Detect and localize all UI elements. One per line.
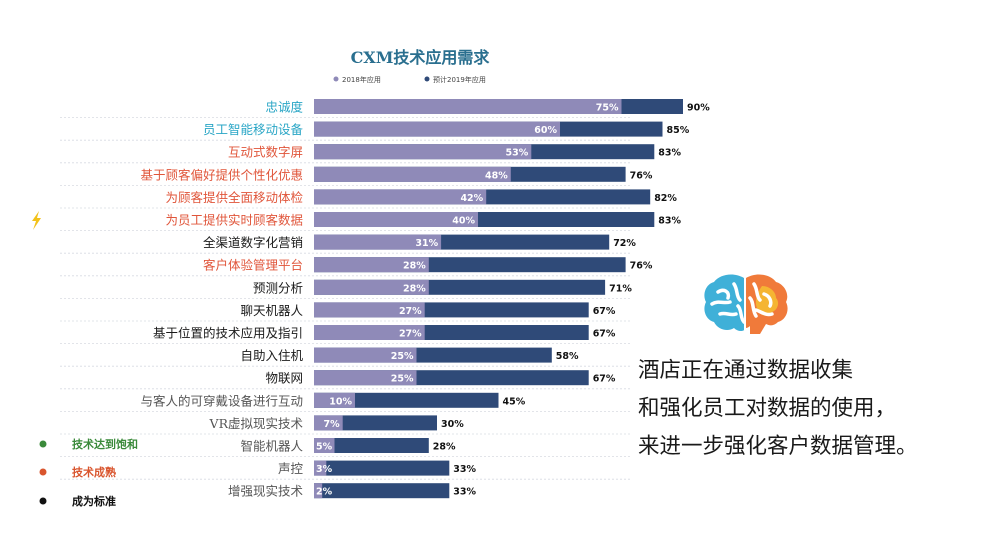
status-dot-saturated [39,440,47,448]
value-label-2018: 3% [316,464,333,475]
category-label: VR虚拟现实技术 [209,416,304,431]
bar-2018 [314,166,511,182]
value-label-2019: 45% [503,396,526,407]
bar-2019 [314,415,437,431]
value-label-2018: 60% [534,125,557,136]
value-label-2019: 58% [556,351,579,362]
value-label-2018: 25% [391,374,414,385]
bar-2018 [314,325,425,340]
value-label-2019: 33% [453,487,476,498]
value-label-2019: 67% [593,306,616,317]
bar-2018 [314,438,335,453]
value-label-2018: 5% [316,442,333,453]
chart-title: CXM技术应用需求 [351,48,491,67]
bar-2018 [314,257,429,273]
legend-marker-2018 [333,76,339,82]
bar-2018 [314,370,417,386]
value-label-2018: 27% [399,329,422,340]
bar-2019 [314,483,450,499]
category-label: 基于顾客偏好提供个性化优惠 [140,167,303,182]
value-label-2018: 28% [403,283,426,294]
value-label-2018: 40% [452,216,475,227]
caption-line-1: 酒店正在通过数据收集 [638,358,854,383]
bar-2018 [314,279,429,295]
status-label-mature: 技术成熟 [72,465,116,479]
bar-2018 [314,347,417,363]
value-label-2018: 27% [399,306,422,317]
value-label-2019: 83% [658,148,681,159]
legend-marker-2019 [424,76,430,82]
value-label-2018: 2% [316,487,333,498]
category-label: 客户体验管理平台 [203,258,303,273]
caption-line-3: 来进一步强化客户数据管理。 [638,434,918,459]
value-label-2019: 71% [609,283,632,294]
category-label: 智能机器人 [240,439,303,454]
value-label-2019: 76% [630,170,653,181]
bar-2018 [314,460,327,476]
value-label-2019: 28% [433,442,456,453]
category-label: 员工智能移动设备 [203,122,304,137]
legend-label-2018: 2018年应用 [342,75,381,84]
category-label: 为顾客提供全面移动体检 [165,190,303,205]
value-label-2018: 53% [506,148,529,159]
value-label-2018: 31% [415,238,438,249]
category-label: 声控 [278,461,304,476]
caption: 酒店正在通过数据收集 和强化员工对数据的使用， 来进一步强化客户数据管理。 [638,352,918,466]
status-label-saturated: 技术达到饱和 [72,437,138,451]
bar-2019 [314,392,499,408]
bar-2019 [314,438,429,453]
bar-2018 [314,189,487,205]
bar-2018 [314,392,355,408]
value-label-2019: 76% [630,261,653,272]
category-label: 物联网 [265,371,303,386]
category-label: 忠诚度 [265,100,303,115]
bar-2019 [314,460,450,476]
status-dot-standard [39,497,47,505]
value-label-2019: 83% [658,216,681,227]
value-label-2018: 48% [485,170,508,181]
value-label-2018: 10% [329,396,352,407]
value-label-2019: 72% [613,238,636,249]
value-label-2019: 67% [593,329,616,340]
category-label: 与客人的可穿戴设备进行互动 [140,393,303,408]
value-label-2019: 90% [687,103,710,114]
lightning-icon [32,211,41,230]
legend-label-2019: 预计2019年应用 [433,75,486,84]
category-label: 全渠道数字化营销 [203,235,303,250]
bar-2018 [314,415,343,431]
value-label-2018: 75% [596,103,619,114]
bar-2018 [314,99,622,114]
bar-2018 [314,483,323,499]
value-label-2019: 67% [593,374,616,385]
value-label-2018: 25% [391,351,414,362]
status-legend: 技术达到饱和 技术成熟 成为标准 [39,437,138,508]
value-label-2019: 82% [654,193,677,204]
bar-2018 [314,212,478,227]
bar-2018 [314,234,442,250]
category-label: 预测分析 [253,280,303,295]
category-label: 增强现实技术 [228,484,304,499]
category-label: 自助入住机 [240,348,303,363]
status-label-standard: 成为标准 [72,494,116,508]
category-label: 聊天机器人 [240,303,303,318]
value-label-2018: 42% [460,193,483,204]
bar-2018 [314,121,560,137]
chart-rows: 忠诚度 75% 90% 员工智能移动设备 60% 85% 互动式数字屏 53% 83% 基于顾客偏… [60,99,710,499]
value-label-2018: 7% [324,419,341,430]
bar-2018 [314,144,532,160]
category-label: 互动式数字屏 [228,145,303,160]
bar-2018 [314,302,425,318]
category-label: 基于位置的技术应用及指引 [153,326,303,341]
category-label: 为员工提供实时顾客数据 [165,213,303,228]
value-label-2018: 28% [403,261,426,272]
value-label-2019: 85% [667,125,690,136]
value-label-2019: 33% [453,464,476,475]
caption-line-2: 和强化员工对数据的使用， [638,396,897,421]
status-dot-mature [39,468,47,476]
value-label-2019: 30% [441,419,464,430]
chart-legend: 2018年应用 预计2019年应用 [333,75,486,84]
brain-icon [704,274,788,334]
